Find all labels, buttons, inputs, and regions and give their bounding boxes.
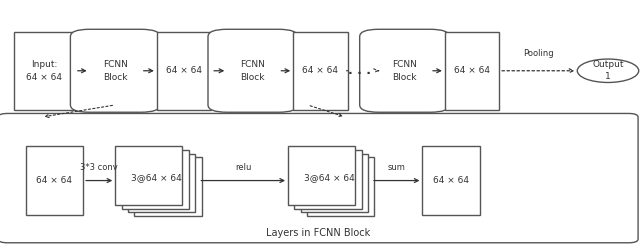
- Text: 64 × 64: 64 × 64: [36, 176, 72, 185]
- FancyBboxPatch shape: [288, 146, 355, 205]
- FancyBboxPatch shape: [422, 146, 480, 215]
- Text: Input:
64 × 64: Input: 64 × 64: [26, 60, 63, 81]
- FancyBboxPatch shape: [208, 29, 298, 112]
- FancyBboxPatch shape: [134, 157, 202, 216]
- Circle shape: [577, 59, 639, 82]
- Text: . . .: . . .: [348, 64, 371, 77]
- Text: Layers in FCNN Block: Layers in FCNN Block: [266, 228, 370, 238]
- Text: 64 × 64: 64 × 64: [433, 176, 469, 185]
- FancyBboxPatch shape: [0, 113, 638, 243]
- FancyBboxPatch shape: [26, 146, 83, 215]
- FancyBboxPatch shape: [122, 150, 189, 209]
- Text: FCNN
Block: FCNN Block: [103, 60, 127, 81]
- FancyBboxPatch shape: [115, 146, 182, 205]
- FancyBboxPatch shape: [307, 157, 374, 216]
- Text: 64 × 64: 64 × 64: [166, 66, 202, 75]
- Text: 64 × 64: 64 × 64: [454, 66, 490, 75]
- Text: 3@64 × 64: 3@64 × 64: [131, 174, 182, 183]
- Text: relu: relu: [235, 163, 252, 172]
- FancyBboxPatch shape: [70, 29, 160, 112]
- FancyBboxPatch shape: [294, 150, 362, 209]
- Text: sum: sum: [388, 163, 406, 172]
- FancyBboxPatch shape: [14, 32, 75, 110]
- FancyBboxPatch shape: [128, 154, 195, 212]
- Text: 64 × 64: 64 × 64: [302, 66, 339, 75]
- Text: 3*3 conv: 3*3 conv: [81, 163, 118, 172]
- Text: FCNN
Block: FCNN Block: [241, 60, 265, 81]
- Text: Pooling: Pooling: [523, 49, 554, 58]
- Text: Output
1: Output 1: [592, 60, 624, 81]
- Text: FCNN
Block: FCNN Block: [392, 60, 417, 81]
- FancyBboxPatch shape: [157, 32, 211, 110]
- FancyBboxPatch shape: [445, 32, 499, 110]
- FancyBboxPatch shape: [301, 154, 368, 212]
- Text: 3@64 × 64: 3@64 × 64: [304, 174, 355, 183]
- FancyBboxPatch shape: [360, 29, 449, 112]
- FancyBboxPatch shape: [293, 32, 348, 110]
